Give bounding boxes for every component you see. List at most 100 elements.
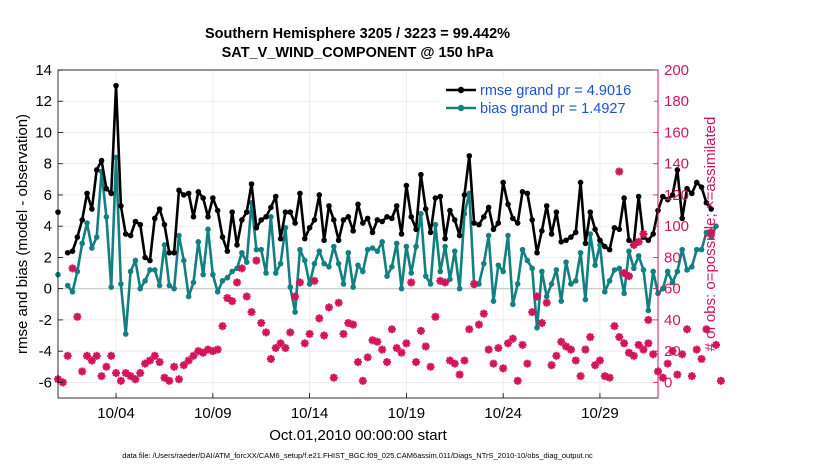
bias-point xyxy=(389,264,395,270)
obs-marker xyxy=(707,228,716,237)
rmse-point xyxy=(277,235,284,242)
rmse-point xyxy=(345,214,352,220)
bias-point xyxy=(568,281,574,287)
obs-marker xyxy=(455,370,464,379)
rmse-point xyxy=(635,193,642,200)
bias-point xyxy=(422,273,429,279)
rmse-point xyxy=(340,217,347,223)
obs-marker xyxy=(518,340,527,349)
obs-marker-stroke xyxy=(199,349,207,357)
obs-marker xyxy=(595,356,604,365)
y-tick-label-left: 10 xyxy=(35,124,52,141)
series-layer xyxy=(55,82,719,337)
obs-marker-stroke xyxy=(693,345,701,354)
rmse-point xyxy=(684,185,690,192)
rmse-point xyxy=(355,201,361,208)
bias-point xyxy=(713,223,719,229)
bias-point xyxy=(374,248,381,254)
obs-marker xyxy=(629,351,638,360)
obs-marker xyxy=(378,345,387,354)
rmse-point xyxy=(693,179,700,186)
bias-point xyxy=(572,278,579,284)
obs-marker-stroke xyxy=(73,313,82,321)
bias-point xyxy=(355,262,361,269)
rmse-point xyxy=(297,190,303,197)
rmse-point xyxy=(258,217,265,223)
legend-bias-label: bias grand pr = 1.4927 xyxy=(480,101,626,117)
x-tick-label: 10/24 xyxy=(484,405,522,422)
rmse-point xyxy=(311,217,318,223)
obs-marker-stroke xyxy=(344,319,352,327)
obs-marker-stroke xyxy=(509,334,517,343)
rmse-point xyxy=(601,243,608,250)
rmse-point xyxy=(350,228,356,234)
obs-marker xyxy=(170,362,179,371)
rmse-point xyxy=(263,214,269,220)
rmse-point xyxy=(210,195,216,201)
obs-marker xyxy=(673,370,682,379)
obs-marker xyxy=(697,354,706,363)
bias-point xyxy=(514,281,521,287)
bias-point xyxy=(621,290,627,297)
obs-marker xyxy=(102,362,111,371)
bias-point xyxy=(398,285,405,292)
bias-point xyxy=(577,249,584,256)
rmse-point xyxy=(568,234,574,240)
chart-subtitle: SAT_V_WIND_COMPONENT @ 150 hPa xyxy=(221,45,494,61)
obs-marker xyxy=(421,342,430,351)
obs-marker-stroke xyxy=(489,359,498,368)
obs-marker xyxy=(107,351,116,360)
obs-marker-stroke xyxy=(639,230,648,238)
rmse-point xyxy=(519,189,526,195)
bias-point xyxy=(611,267,618,273)
rmse-point xyxy=(384,214,390,220)
rmse-point xyxy=(451,217,458,223)
obs-marker-stroke xyxy=(707,228,715,237)
obs-marker xyxy=(499,364,508,373)
rmse-point xyxy=(181,192,187,198)
bias-point xyxy=(606,278,613,284)
rmse-point xyxy=(563,237,569,244)
bias-point xyxy=(500,268,506,275)
rmse-point xyxy=(248,181,255,187)
bias-point xyxy=(229,268,235,275)
y-tick-label-right: 160 xyxy=(664,124,689,141)
obs-marker-stroke xyxy=(252,256,261,265)
rmse-point xyxy=(229,209,235,215)
obs-marker-stroke xyxy=(276,339,285,347)
bias-point xyxy=(708,234,715,240)
bias-point xyxy=(122,331,129,337)
bias-point xyxy=(601,288,608,295)
bias-point xyxy=(64,282,71,289)
rmse-point xyxy=(582,240,589,247)
obs-marker xyxy=(213,345,222,354)
bias-point xyxy=(340,281,347,287)
obs-marker-stroke xyxy=(393,344,401,352)
bias-point xyxy=(587,231,594,237)
rmse-point xyxy=(156,206,163,212)
obs-marker-stroke xyxy=(688,372,696,380)
obs-marker-stroke xyxy=(170,363,178,371)
rmse-point xyxy=(253,224,260,231)
obs-marker-stroke xyxy=(301,339,309,347)
bias-point xyxy=(369,245,376,251)
bias-point xyxy=(558,298,565,304)
rmse-point xyxy=(243,209,250,215)
bias-point xyxy=(132,257,139,264)
rmse-point xyxy=(122,231,129,237)
rmse-point xyxy=(137,221,144,228)
obs-marker xyxy=(242,292,251,301)
rmse-point xyxy=(553,209,560,215)
obs-marker-stroke xyxy=(218,322,227,330)
rmse-point xyxy=(151,215,158,222)
obs-marker-stroke xyxy=(402,339,411,347)
bias-point xyxy=(529,265,535,272)
obs-marker xyxy=(155,358,164,367)
obs-marker xyxy=(266,354,275,363)
rmse-point xyxy=(200,195,206,201)
bias-point xyxy=(195,239,202,245)
obs-marker-stroke xyxy=(630,352,638,360)
rmse-point xyxy=(374,217,381,223)
obs-marker xyxy=(615,333,624,342)
obs-marker xyxy=(397,348,406,357)
